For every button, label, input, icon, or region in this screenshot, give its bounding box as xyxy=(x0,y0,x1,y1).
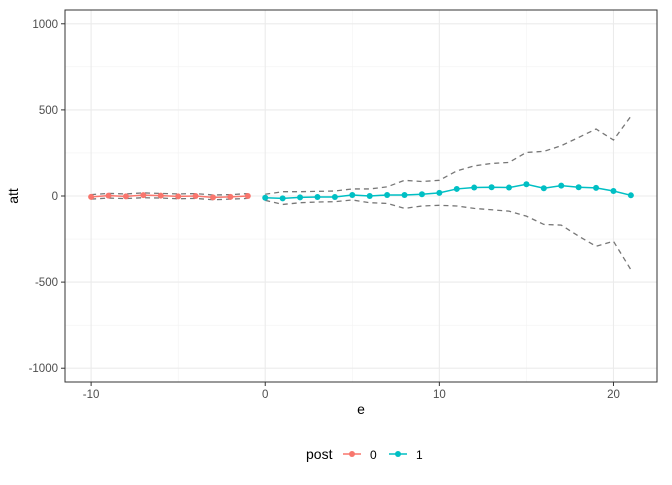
data-point-0 xyxy=(210,194,216,201)
data-point-1 xyxy=(314,194,321,201)
data-point-1 xyxy=(575,184,582,191)
data-point-0 xyxy=(175,193,182,200)
data-point-1 xyxy=(262,194,269,201)
ci-lower-line-1 xyxy=(265,199,632,271)
data-point-1 xyxy=(331,194,338,201)
data-point-0 xyxy=(157,192,164,199)
data-point-1 xyxy=(384,191,391,198)
legend-key-1 xyxy=(389,451,407,457)
data-point-0 xyxy=(192,193,199,199)
data-point-1 xyxy=(558,182,565,189)
data-point-1 xyxy=(627,192,634,199)
x-tick-label: 0 xyxy=(262,389,268,401)
ci-lower-line-0 xyxy=(91,197,248,201)
y-tick-label: 500 xyxy=(39,105,58,117)
data-point-0 xyxy=(227,193,234,200)
y-axis-label: att xyxy=(5,188,21,204)
data-point-0 xyxy=(88,193,95,200)
legend-label-0: 0 xyxy=(370,448,377,462)
legend-key-0 xyxy=(343,451,361,457)
data-point-1 xyxy=(453,185,460,192)
data-point-1 xyxy=(488,184,495,191)
data-point-1 xyxy=(401,191,408,198)
data-point-1 xyxy=(593,184,600,191)
x-tick-label: 20 xyxy=(607,389,620,401)
data-point-1 xyxy=(471,184,478,191)
y-tick-label: 0 xyxy=(52,191,58,203)
series-line-0 xyxy=(91,194,248,199)
data-point-1 xyxy=(506,184,512,191)
x-tick-label: 10 xyxy=(433,389,446,401)
legend: post 0 1 xyxy=(306,446,423,462)
ci-upper-line-0 xyxy=(91,192,248,196)
data-point-1 xyxy=(279,195,286,202)
legend-label-1: 1 xyxy=(416,448,423,462)
y-tick-label: -1000 xyxy=(29,363,58,375)
data-point-1 xyxy=(297,194,304,201)
data-point-1 xyxy=(418,191,425,198)
y-tick-label: 1000 xyxy=(32,19,58,31)
data-point-0 xyxy=(140,192,147,199)
x-tick-label: -10 xyxy=(83,389,100,401)
x-axis-label: e xyxy=(357,401,365,417)
legend-title: post xyxy=(306,446,333,462)
data-point-0 xyxy=(122,193,129,200)
series-line-1 xyxy=(265,183,632,200)
data-point-1 xyxy=(523,181,530,188)
data-point-0 xyxy=(105,192,112,199)
data-point-0 xyxy=(244,193,251,199)
data-point-1 xyxy=(610,188,617,195)
data-point-1 xyxy=(366,193,373,199)
data-point-1 xyxy=(436,189,443,196)
data-point-1 xyxy=(349,191,356,198)
data-point-1 xyxy=(540,185,547,192)
y-tick-label: -500 xyxy=(35,277,58,289)
